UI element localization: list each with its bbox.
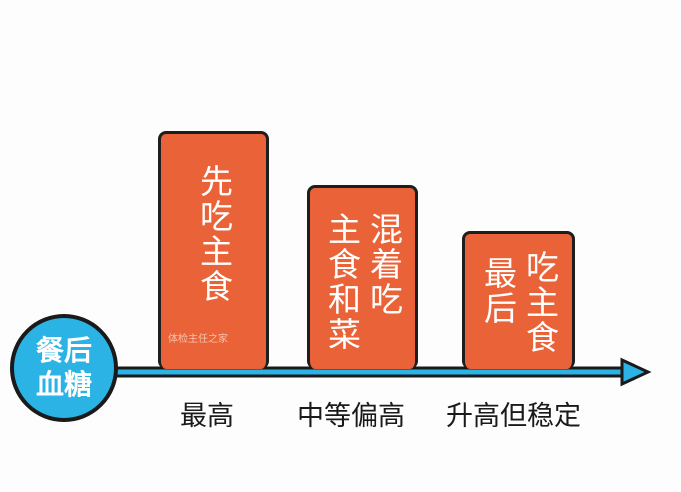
result-label-1: 最高 — [180, 401, 234, 432]
result-label-2: 中等偏高 — [297, 401, 405, 432]
axis-label-line-2: 血糖 — [35, 368, 92, 401]
watermark-logo: 体检主任之家 — [168, 334, 228, 345]
bar-3: 最后 吃主食 — [462, 231, 575, 369]
bar-2-text-right: 混着吃 — [364, 212, 404, 317]
bar-3-text-right: 吃主食 — [520, 250, 560, 355]
axis-label-badge: 餐后 血糖 — [10, 314, 118, 422]
bar-2-text-left: 主食和菜 — [322, 212, 362, 352]
bar-2: 主食和菜 混着吃 — [307, 185, 418, 369]
bar-3-text-left: 最后 — [478, 256, 518, 326]
arrow-head-icon — [620, 357, 652, 387]
axis-label-line-1: 餐后 — [35, 334, 92, 367]
bar-1-text: 先吃主食 — [194, 164, 234, 304]
bar-1: 先吃主食 — [158, 131, 269, 369]
result-label-3: 升高但稳定 — [446, 401, 581, 432]
